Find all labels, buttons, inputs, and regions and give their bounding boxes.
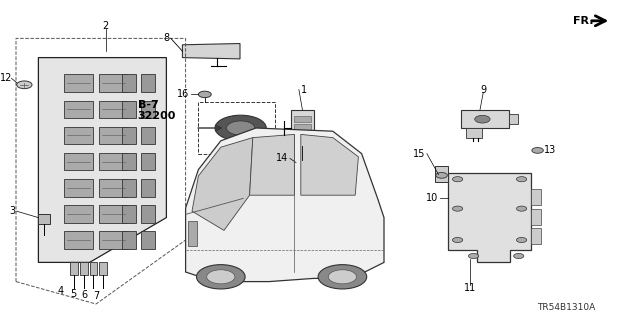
Bar	[99, 205, 128, 223]
Text: 4: 4	[58, 286, 64, 296]
Bar	[466, 128, 483, 138]
Circle shape	[296, 160, 309, 166]
Text: 8: 8	[163, 33, 170, 44]
Text: 11: 11	[464, 283, 477, 293]
Bar	[291, 110, 314, 146]
Polygon shape	[186, 128, 384, 282]
Polygon shape	[301, 134, 358, 195]
Circle shape	[227, 121, 255, 135]
Bar	[141, 179, 155, 196]
Bar	[99, 127, 128, 144]
Bar	[64, 179, 93, 196]
Bar	[64, 127, 93, 144]
Circle shape	[328, 270, 356, 284]
Text: 16: 16	[177, 89, 189, 100]
Bar	[122, 153, 136, 170]
Bar	[64, 153, 93, 170]
Polygon shape	[38, 58, 166, 262]
Bar	[141, 127, 155, 144]
Text: 9: 9	[480, 84, 486, 95]
Bar	[99, 100, 128, 118]
Bar	[99, 74, 128, 92]
Bar	[531, 189, 541, 205]
Circle shape	[516, 237, 527, 243]
Polygon shape	[448, 173, 531, 262]
Bar	[64, 205, 93, 223]
Bar	[294, 116, 311, 122]
Circle shape	[516, 177, 527, 182]
Bar	[122, 205, 136, 223]
Bar	[461, 110, 509, 128]
Bar	[99, 179, 128, 196]
Text: 2: 2	[102, 20, 109, 31]
Bar	[122, 74, 136, 92]
Polygon shape	[192, 138, 253, 230]
Bar	[99, 262, 107, 275]
Bar	[38, 214, 50, 224]
Polygon shape	[182, 44, 240, 59]
Circle shape	[514, 253, 524, 259]
Bar	[141, 231, 155, 249]
Bar	[188, 221, 197, 246]
Text: FR.: FR.	[573, 16, 593, 26]
Bar	[141, 205, 155, 223]
Text: 7: 7	[93, 291, 99, 301]
Bar	[435, 166, 448, 182]
Bar	[99, 153, 128, 170]
Circle shape	[17, 81, 32, 89]
Bar	[198, 102, 275, 154]
Bar	[141, 100, 155, 118]
Text: 5: 5	[70, 289, 77, 299]
Bar	[70, 262, 78, 275]
Bar	[531, 228, 541, 244]
Text: 12: 12	[0, 73, 12, 84]
Text: 1: 1	[301, 84, 307, 95]
Circle shape	[468, 253, 479, 259]
Circle shape	[207, 270, 235, 284]
Text: 15: 15	[413, 148, 426, 159]
Text: 13: 13	[544, 145, 556, 156]
Bar	[122, 127, 136, 144]
Polygon shape	[250, 134, 294, 195]
Bar	[90, 262, 97, 275]
Text: 10: 10	[426, 193, 438, 204]
Text: B-7
32200: B-7 32200	[138, 100, 176, 121]
Circle shape	[516, 206, 527, 211]
Bar	[64, 74, 93, 92]
Bar	[64, 231, 93, 249]
Bar	[294, 133, 311, 140]
Bar	[64, 100, 93, 118]
Bar	[122, 231, 136, 249]
Text: TR54B1310A: TR54B1310A	[537, 303, 596, 312]
Circle shape	[452, 177, 463, 182]
Circle shape	[198, 91, 211, 98]
Bar	[122, 100, 136, 118]
Text: 3: 3	[9, 206, 15, 216]
Bar	[122, 179, 136, 196]
Text: 6: 6	[81, 290, 88, 300]
Circle shape	[318, 265, 367, 289]
Bar	[80, 262, 88, 275]
Bar	[294, 124, 311, 131]
Circle shape	[436, 172, 447, 178]
Circle shape	[475, 116, 490, 123]
Bar	[509, 114, 518, 124]
Circle shape	[196, 265, 245, 289]
Circle shape	[215, 115, 266, 141]
Bar	[141, 153, 155, 170]
Circle shape	[452, 237, 463, 243]
Circle shape	[452, 206, 463, 211]
Bar	[531, 209, 541, 225]
Circle shape	[532, 148, 543, 153]
Text: 14: 14	[276, 153, 288, 164]
Bar	[141, 74, 155, 92]
Bar	[99, 231, 128, 249]
